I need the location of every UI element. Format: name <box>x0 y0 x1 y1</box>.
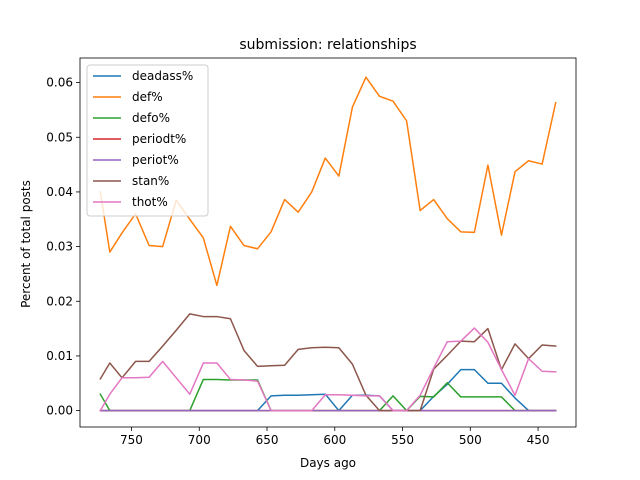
y-tick-label: 0.06 <box>46 76 73 90</box>
x-tick-label: 450 <box>527 433 550 447</box>
series-line-stan <box>99 313 557 412</box>
plot-area: 750 700 650 600 550 500 450 0.00 0.01 0.02 0.03 0.0… <box>46 57 577 447</box>
legend-label: defo% <box>132 111 170 125</box>
legend-label: deadass% <box>132 69 193 83</box>
x-tick-label: 600 <box>323 433 346 447</box>
legend-label: stan% <box>132 174 169 188</box>
axes-frame <box>79 57 577 428</box>
chart-title: submission: relationships <box>239 37 416 53</box>
y-tick-label: 0.03 <box>46 240 73 254</box>
y-tick-label: 0.00 <box>46 404 73 418</box>
legend-label: thot% <box>132 195 168 209</box>
x-tick-label: 550 <box>391 433 414 447</box>
x-axis-title: Days ago <box>300 456 356 470</box>
y-tick-label: 0.01 <box>46 349 73 363</box>
legend: deadass% def% defo% periodt% periot% stan% tho… <box>86 64 209 217</box>
x-tick-label: 750 <box>120 433 143 447</box>
y-tick-label: 0.05 <box>46 130 73 144</box>
series-line-thot <box>99 327 557 412</box>
x-tick-label: 500 <box>459 433 482 447</box>
legend-label: def% <box>132 90 163 104</box>
legend-box <box>86 64 209 217</box>
legend-label: periot% <box>132 153 179 167</box>
y-tick-label: 0.04 <box>46 185 73 199</box>
x-tick-label: 650 <box>256 433 279 447</box>
x-tick-label: 700 <box>188 433 211 447</box>
y-axis-title: Percent of total posts <box>19 180 33 308</box>
legend-label: periodt% <box>132 132 186 146</box>
y-tick-label: 0.02 <box>46 294 73 308</box>
